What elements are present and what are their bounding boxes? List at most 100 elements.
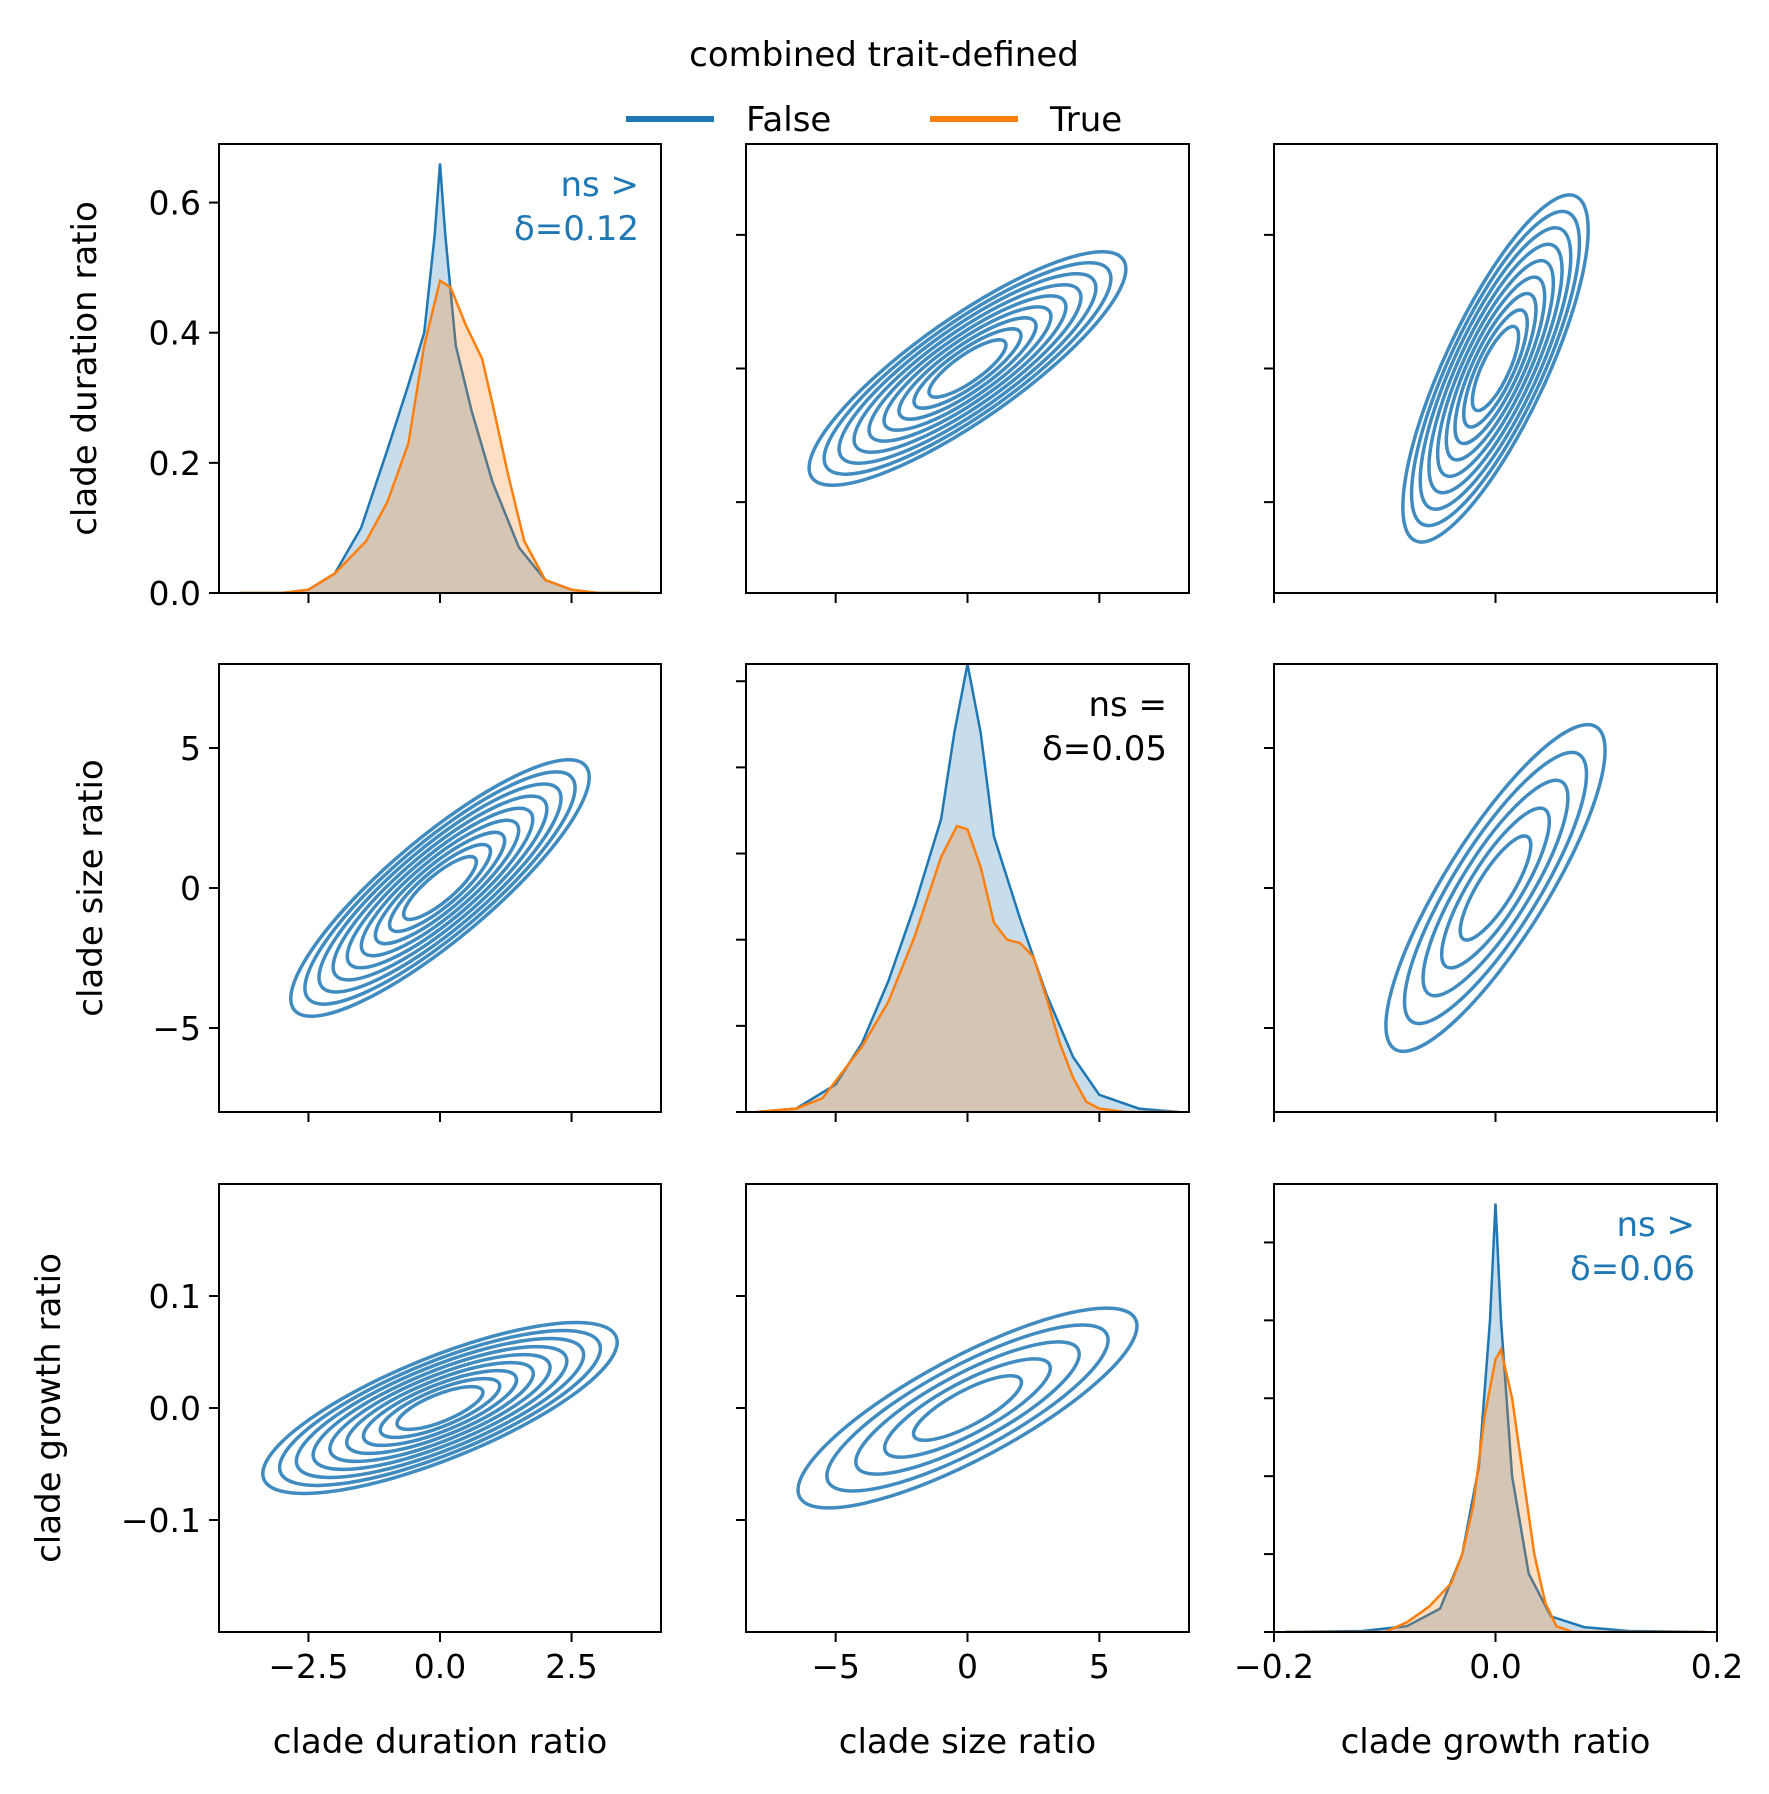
significance-annotation: δ=0.06 <box>1570 1249 1695 1289</box>
panel-duration-kde: 0.0 0.2 0.4 0.6 clade duration ratio ns >δ=0.… <box>65 143 662 613</box>
plot-area <box>261 1320 619 1496</box>
contour-level-6 <box>331 794 549 982</box>
contour-level-3 <box>1453 291 1538 446</box>
contour-level-7 <box>317 782 563 994</box>
contour-level-3 <box>897 316 1038 421</box>
contour-level-4 <box>344 1360 536 1456</box>
kde-fill-true <box>240 280 640 593</box>
y-tick-label: 0.1 <box>149 1277 201 1316</box>
x-tick-label: 2.5 <box>545 1647 597 1686</box>
contour-level-7 <box>837 272 1098 465</box>
contour-level-3 <box>373 830 507 946</box>
contour-level-1 <box>927 338 1008 399</box>
contour-level-9 <box>289 758 591 1018</box>
contour-level-1 <box>1470 324 1521 413</box>
x-tick-label: −5 <box>811 1647 860 1686</box>
panel-duration-vs-growth-contour: −2.5 0.0 2.5 −0.1 0.0 0.1 clade growth ratio cl… <box>29 1183 662 1762</box>
significance-annotation: ns > <box>560 165 639 205</box>
plot-area <box>796 1306 1139 1510</box>
y-axis-label: clade duration ratio <box>65 201 105 536</box>
plot-area <box>1384 722 1607 1054</box>
contour-level-5 <box>1435 258 1556 479</box>
y-axis-label: clade growth ratio <box>29 1253 69 1563</box>
panel-growth-vs-duration-contour <box>1264 143 1718 603</box>
plot-area <box>289 758 591 1018</box>
contour-level-6 <box>852 283 1083 454</box>
contour-level-8 <box>303 770 577 1006</box>
plot-area <box>1401 193 1590 544</box>
contour-level-9 <box>261 1320 619 1496</box>
y-tick-label: 5 <box>180 729 201 768</box>
plot-area <box>756 664 1179 1112</box>
kde-line-false <box>1285 1203 1706 1632</box>
contour-level-2 <box>1462 308 1529 429</box>
contour-level-4 <box>359 818 521 958</box>
x-tick-label: −0.2 <box>1234 1647 1314 1686</box>
legend: combined trait-defined False True <box>626 35 1122 140</box>
panel-duration-vs-size-contour: −5 0 5 clade size ratio <box>71 663 662 1122</box>
contour-level-2 <box>882 1357 1053 1459</box>
x-axis-label: clade growth ratio <box>1341 1722 1651 1762</box>
kde-fill-true <box>1285 1349 1706 1632</box>
contour-level-4 <box>882 305 1053 432</box>
contour-level-9 <box>807 250 1128 487</box>
contour-level-1 <box>911 1373 1024 1443</box>
kde-fill-false <box>240 163 640 593</box>
contour-level-3 <box>361 1368 519 1448</box>
kde-line-true <box>756 824 1179 1112</box>
significance-annotation: ns = <box>1088 685 1167 725</box>
kde-fill-true <box>756 826 1179 1112</box>
contour-level-2 <box>387 842 493 934</box>
y-tick-label: 0.2 <box>149 444 201 483</box>
y-tick-label: −0.1 <box>121 1501 201 1540</box>
kde-fill-false <box>756 664 1179 1112</box>
y-tick-label: 0.6 <box>149 184 201 223</box>
panel-growth-kde: −0.2 0.0 0.2 clade growth ratio ns >δ=0.06 <box>1234 1183 1743 1762</box>
panel-size-vs-growth-contour: −5 0 5 clade size ratio <box>736 1183 1190 1762</box>
x-tick-label: −2.5 <box>268 1647 348 1686</box>
contour-level-5 <box>796 1306 1139 1510</box>
contour-level-4 <box>825 1323 1110 1493</box>
legend-false-label: False <box>746 100 831 140</box>
significance-annotation: δ=0.05 <box>1042 729 1167 769</box>
x-tick-label: 0.2 <box>1691 1647 1743 1686</box>
x-tick-label: 0 <box>957 1647 978 1686</box>
contour-level-5 <box>1384 722 1607 1054</box>
contour-level-8 <box>277 1328 603 1488</box>
contour-level-1 <box>1458 834 1533 942</box>
legend-true-label: True <box>1049 100 1122 140</box>
contour-level-4 <box>1444 275 1547 462</box>
contour-level-5 <box>867 294 1068 443</box>
panel-size-vs-duration-contour <box>736 143 1190 603</box>
contour-level-9 <box>1401 193 1590 544</box>
contour-level-1 <box>401 854 479 922</box>
contour-level-7 <box>294 1336 586 1480</box>
contour-level-5 <box>345 806 535 970</box>
y-tick-label: 0 <box>180 869 201 908</box>
y-tick-label: 0.0 <box>149 1389 201 1428</box>
plot-area <box>1285 1203 1706 1632</box>
x-axis-label: clade duration ratio <box>273 1722 608 1762</box>
contour-level-2 <box>1439 806 1552 970</box>
kde-line-true <box>1285 1346 1706 1632</box>
plot-area <box>240 163 640 593</box>
legend-title: combined trait-defined <box>689 35 1079 75</box>
contour-level-3 <box>1421 778 1570 998</box>
panel-size-kde: ns =δ=0.05 <box>736 663 1190 1122</box>
contour-level-5 <box>328 1352 552 1464</box>
kde-fill-false <box>1285 1203 1706 1632</box>
kde-line-true <box>240 278 640 593</box>
contour-level-2 <box>912 327 1023 410</box>
contour-level-2 <box>378 1376 502 1440</box>
contour-level-3 <box>854 1340 1081 1476</box>
contour-level-7 <box>1418 226 1573 511</box>
x-tick-label: 0.0 <box>1469 1647 1521 1686</box>
contour-level-8 <box>822 261 1113 476</box>
contour-level-8 <box>1409 209 1582 528</box>
y-tick-label: 0.0 <box>149 574 201 613</box>
x-tick-label: 0.0 <box>414 1647 466 1686</box>
contour-level-1 <box>395 1384 485 1432</box>
contour-level-4 <box>1402 750 1589 1026</box>
significance-annotation: ns > <box>1616 1205 1695 1245</box>
